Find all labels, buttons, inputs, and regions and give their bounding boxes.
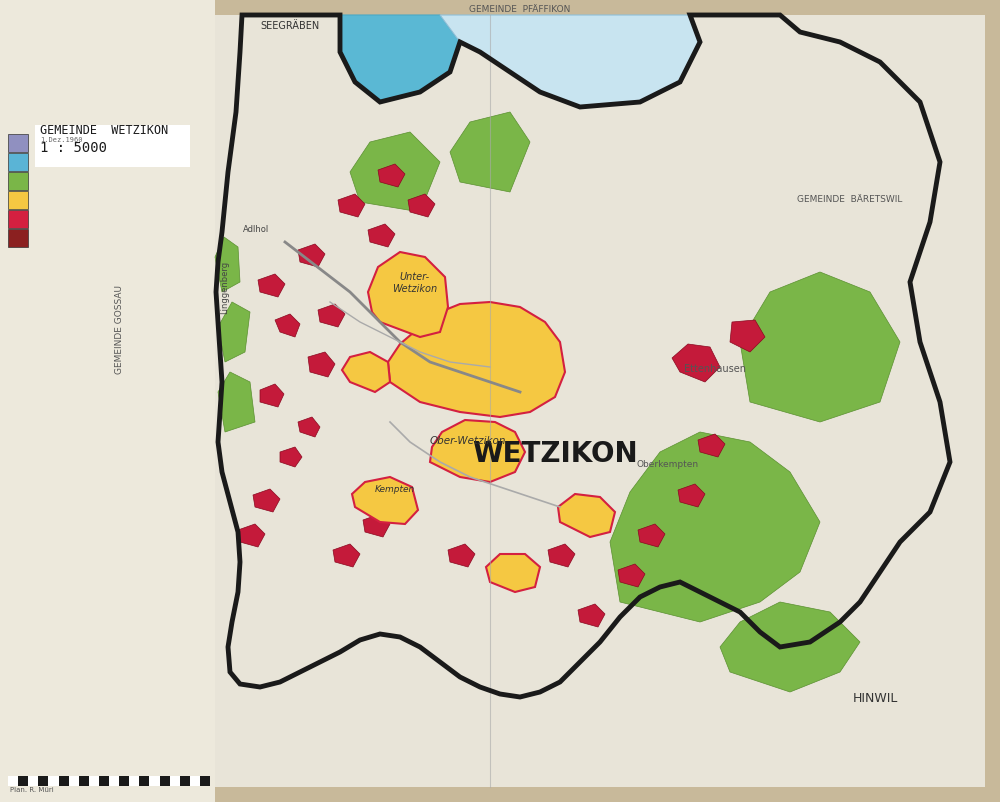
Polygon shape — [558, 494, 615, 537]
Polygon shape — [378, 164, 405, 187]
Bar — [8, 191, 28, 209]
Polygon shape — [486, 554, 540, 592]
Bar — [190, 776, 200, 786]
Polygon shape — [618, 564, 645, 587]
Polygon shape — [548, 544, 575, 567]
Polygon shape — [363, 514, 390, 537]
Polygon shape — [368, 252, 448, 337]
Bar — [48, 776, 58, 786]
Text: 1.Dez.1960: 1.Dez.1960 — [40, 137, 82, 143]
Polygon shape — [215, 237, 240, 292]
Polygon shape — [258, 274, 285, 297]
Polygon shape — [238, 524, 265, 547]
Polygon shape — [352, 477, 418, 524]
Polygon shape — [730, 320, 765, 352]
Polygon shape — [260, 384, 284, 407]
Text: Ettenhausen: Ettenhausen — [684, 364, 746, 374]
Bar — [129, 776, 139, 786]
Text: GEMEINDE  BÄRETSWIL: GEMEINDE BÄRETSWIL — [797, 195, 903, 204]
Polygon shape — [408, 194, 435, 217]
Text: SEEGRÄBEN: SEEGRÄBEN — [260, 21, 320, 31]
Text: 1 : 5000: 1 : 5000 — [40, 141, 107, 155]
Text: GEMEINDE  PFÄFFIKON: GEMEINDE PFÄFFIKON — [469, 5, 571, 14]
Polygon shape — [318, 304, 345, 327]
Bar — [215, 15, 985, 787]
Polygon shape — [720, 602, 860, 692]
Bar — [8, 776, 210, 786]
Polygon shape — [340, 15, 460, 102]
Polygon shape — [430, 420, 525, 482]
Text: GEMEINDE  WETZIKON: GEMEINDE WETZIKON — [40, 124, 168, 137]
Bar — [89, 776, 99, 786]
Bar — [170, 776, 180, 786]
Text: Unter-
Wetzikon: Unter- Wetzikon — [392, 273, 438, 294]
Bar — [8, 229, 28, 247]
Bar — [8, 776, 18, 786]
Text: GEMEINDE GOSSAU: GEMEINDE GOSSAU — [116, 285, 124, 374]
Text: Kempten: Kempten — [375, 485, 415, 494]
Polygon shape — [275, 314, 300, 337]
Polygon shape — [333, 544, 360, 567]
Text: HINWIL: HINWIL — [852, 692, 898, 705]
Polygon shape — [440, 15, 700, 107]
Polygon shape — [368, 224, 395, 247]
Text: Ober-Wetzikon: Ober-Wetzikon — [430, 436, 506, 446]
Bar — [8, 210, 28, 228]
Polygon shape — [678, 484, 705, 507]
Polygon shape — [740, 272, 900, 422]
Bar — [35, 125, 190, 167]
Text: Oberkempten: Oberkempten — [637, 460, 699, 469]
Bar — [8, 153, 28, 171]
Bar — [8, 172, 28, 190]
Polygon shape — [218, 302, 250, 362]
Bar — [149, 776, 160, 786]
Polygon shape — [638, 524, 665, 547]
Bar — [69, 776, 79, 786]
Text: Linggenberg: Linggenberg — [220, 261, 229, 314]
Polygon shape — [253, 489, 280, 512]
Polygon shape — [342, 352, 390, 392]
Bar — [8, 134, 28, 152]
Bar — [28, 776, 38, 786]
Polygon shape — [450, 112, 530, 192]
Polygon shape — [672, 344, 720, 382]
Polygon shape — [218, 372, 255, 432]
Polygon shape — [350, 132, 440, 212]
Polygon shape — [298, 244, 325, 267]
Polygon shape — [448, 544, 475, 567]
Polygon shape — [578, 604, 605, 627]
Polygon shape — [610, 432, 820, 622]
Text: Plan. R. Müri: Plan. R. Müri — [10, 787, 54, 793]
Bar — [109, 776, 119, 786]
Polygon shape — [298, 417, 320, 437]
Polygon shape — [698, 434, 725, 457]
Polygon shape — [280, 447, 302, 467]
Polygon shape — [388, 302, 565, 417]
Polygon shape — [308, 352, 335, 377]
Text: Adlhol: Adlhol — [243, 225, 269, 234]
Polygon shape — [338, 194, 365, 217]
Text: WETZIKON: WETZIKON — [472, 440, 638, 468]
Bar — [0, 0, 215, 802]
